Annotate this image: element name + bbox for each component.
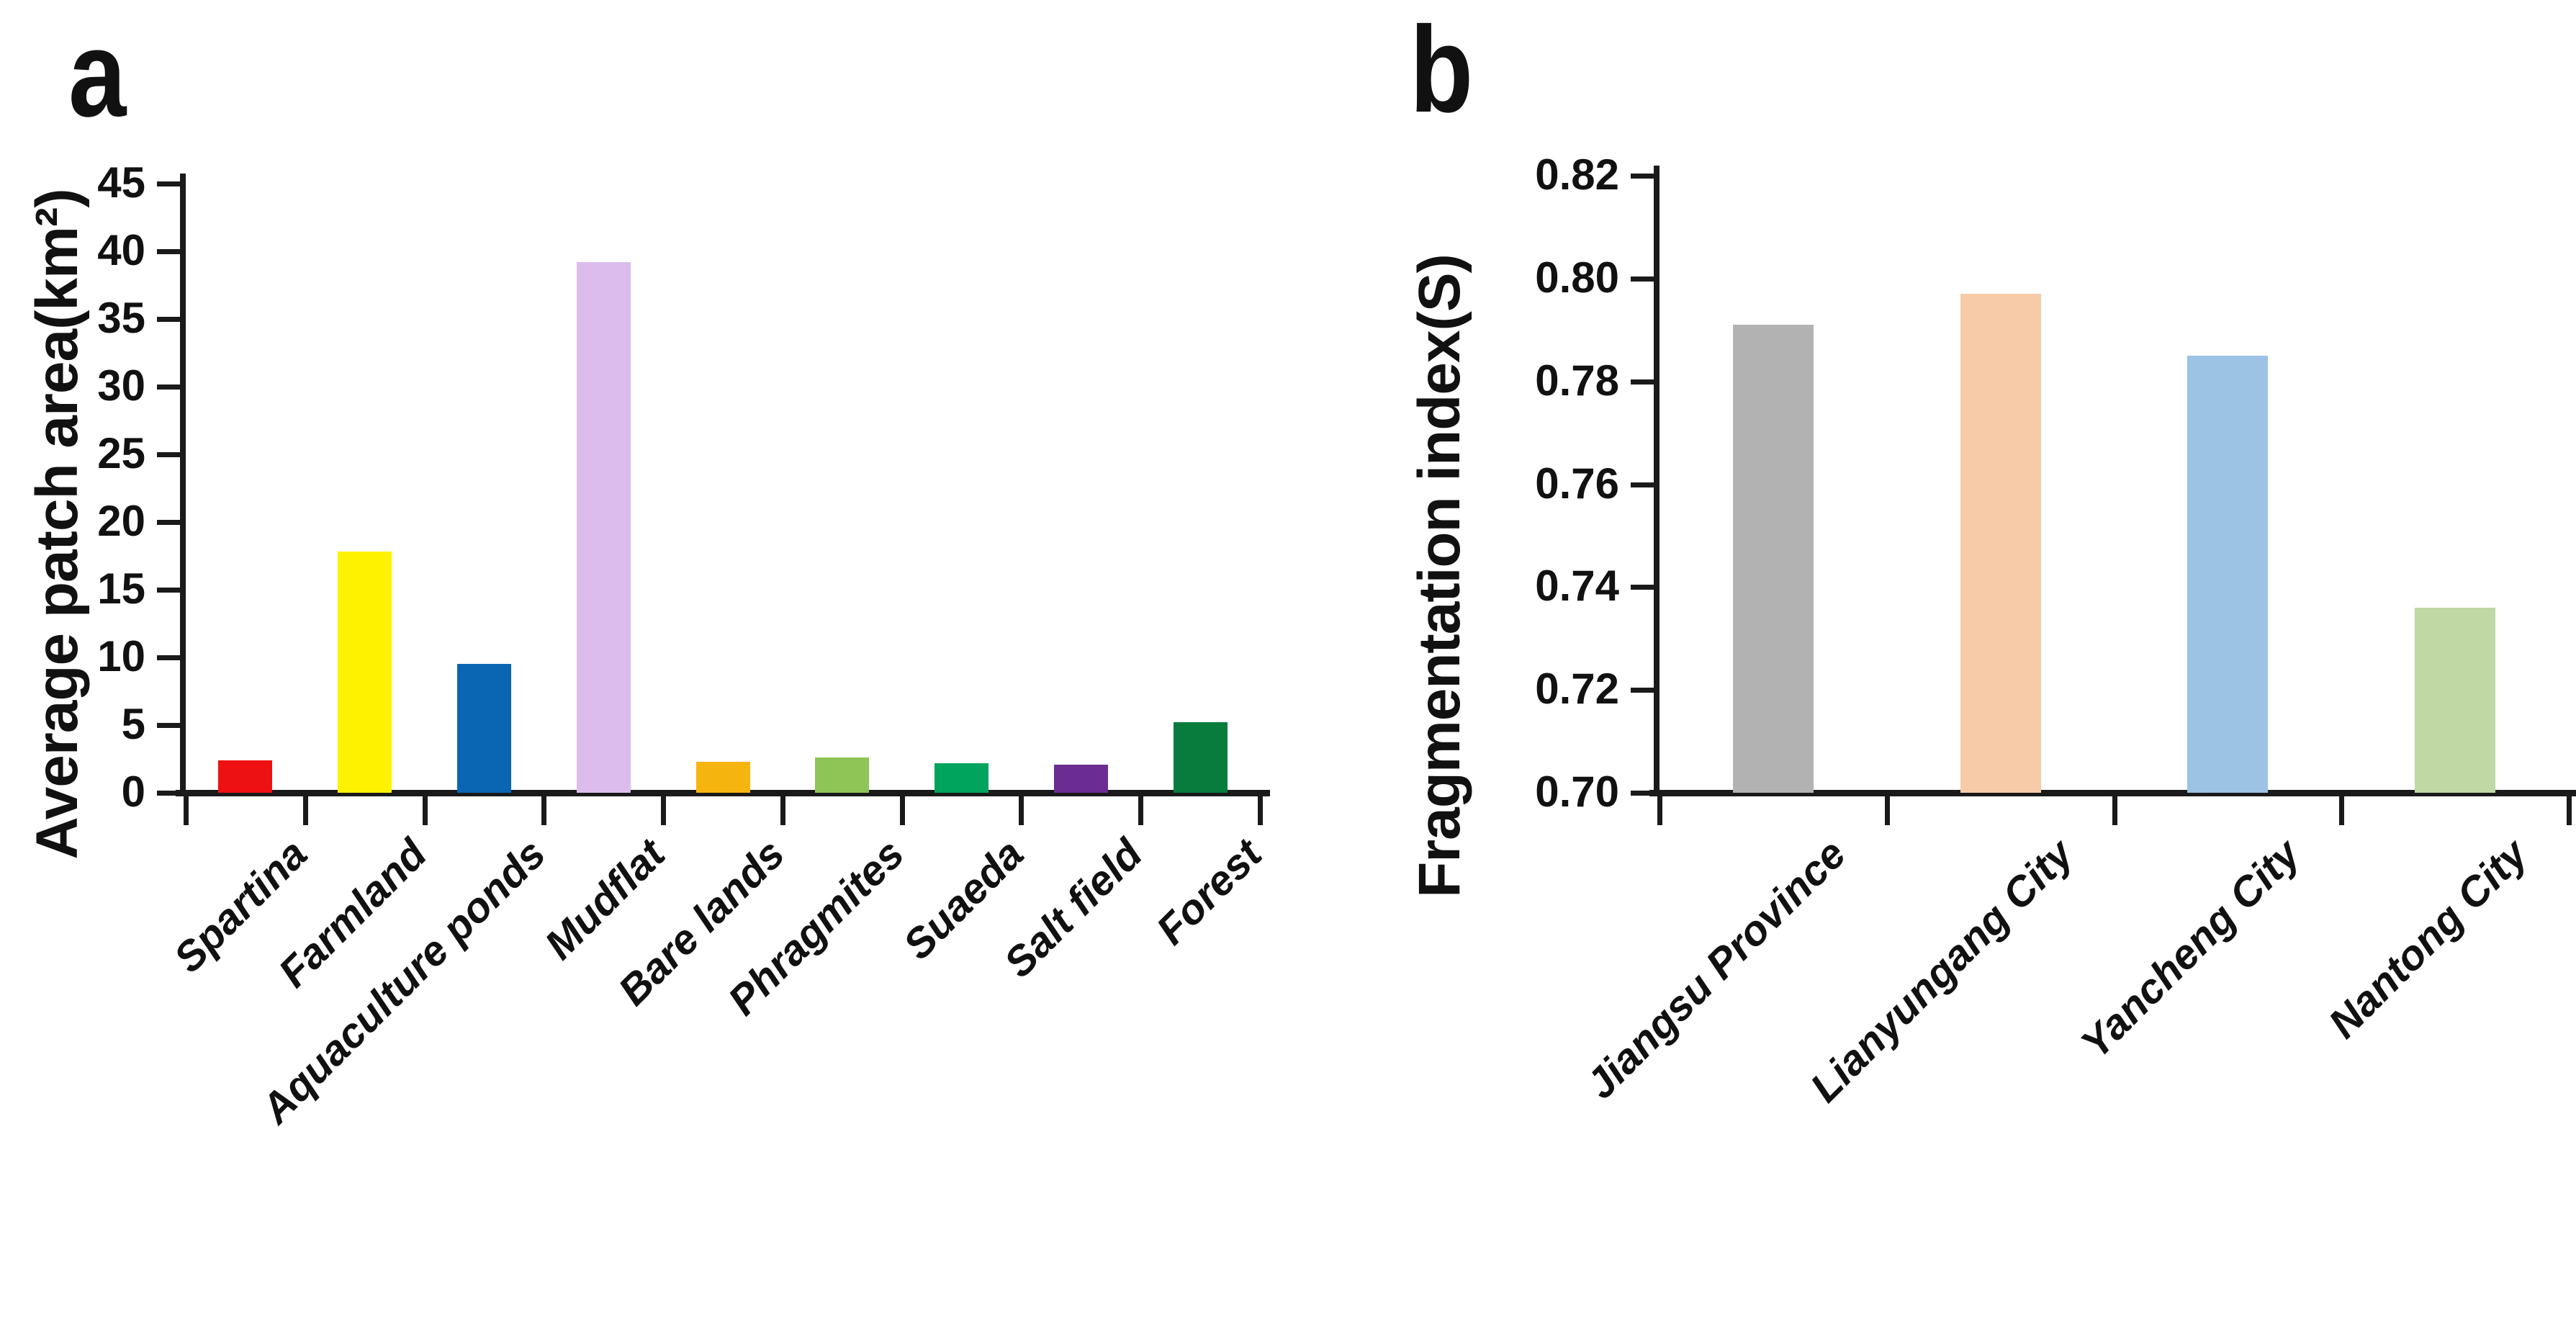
bar-nantong-city (2415, 607, 2496, 793)
bar-aquaculture-ponds (456, 664, 511, 793)
y-tick-label-0: 0 (121, 768, 145, 816)
y-tick-dash (1631, 482, 1654, 487)
y-tick-dash (157, 249, 180, 254)
x-tick-dash (899, 796, 905, 825)
figure-canvas: a Average patch area(km²) 0 5 10 15 20 25 30 35… (24, 1, 2576, 1133)
x-axis-line (1649, 790, 2576, 796)
x-axis-line (176, 790, 1270, 796)
chart-panel-a: a Average patch area(km²) 0 5 10 15 20 25 30 35… (24, 6, 1271, 1133)
y-tick-label-35: 35 (97, 294, 145, 342)
y-tick-label-0.74: 0.74 (1535, 562, 1619, 611)
y-axis-line (180, 174, 186, 796)
x-tick-dash (661, 796, 667, 825)
y-tick-label-0.72: 0.72 (1535, 665, 1619, 714)
y-tick-dash (1631, 791, 1654, 796)
y-tick-dash (157, 317, 180, 322)
y-tick-dash (157, 385, 180, 390)
bar-lianyungang-city (1960, 294, 2041, 793)
bar-bare-lands (695, 761, 750, 793)
y-tick-label-20: 20 (97, 497, 145, 545)
x-tick-dash (1884, 796, 1890, 825)
y-tick-dash (1631, 379, 1654, 385)
y-tick-label-5: 5 (121, 700, 145, 748)
category-label-nantong-city: Nantong City (2320, 830, 2537, 1048)
y-tick-label-0.70: 0.70 (1535, 768, 1619, 816)
chart-panel-b: b Fragmentation index(S) 0.70 0.72 0.74 0.7… (1407, 1, 2576, 1111)
y-tick-dash (1631, 688, 1654, 693)
y-axis-line (1654, 166, 1659, 796)
y-tick-label-10: 10 (97, 632, 145, 680)
y-tick-dash (157, 452, 180, 457)
x-tick-dash (1138, 796, 1144, 825)
bar-suaeda (935, 763, 989, 793)
x-tick-dash (302, 796, 308, 825)
x-tick-dash (2112, 796, 2117, 825)
y-tick-dash (1631, 174, 1654, 179)
y-tick-dash (1631, 585, 1654, 590)
y-tick-label-15: 15 (97, 565, 145, 613)
category-label-jiangsu-province: Jiangsu Province (1577, 830, 1855, 1108)
bar-spartina (218, 760, 273, 793)
y-tick-dash (157, 181, 180, 186)
y-tick-label-30: 30 (97, 361, 145, 410)
bar-yancheng-city (2187, 355, 2269, 793)
x-tick-dash (1657, 796, 1662, 825)
x-tick-dash (780, 796, 785, 825)
y-tick-label-0.76: 0.76 (1535, 459, 1619, 508)
panel-letter-b: b (1410, 1, 1473, 138)
y-tick-label-25: 25 (97, 429, 145, 477)
category-label-lianyungang-city: Lianyungang City (1801, 830, 2082, 1112)
x-tick-dash (184, 796, 189, 825)
y-tick-label-45: 45 (97, 158, 145, 207)
y-tick-label-40: 40 (97, 226, 145, 274)
y-tick-dash (157, 588, 180, 593)
y-tick-label-0.80: 0.80 (1535, 253, 1619, 302)
bar-phragmites (815, 757, 870, 793)
bar-forest (1173, 722, 1228, 793)
x-tick-dash (422, 796, 428, 825)
y-tick-dash (157, 520, 180, 525)
bar-salt-field (1053, 764, 1108, 793)
y-tick-dash (1631, 276, 1654, 282)
y-tick-dash (157, 655, 180, 660)
y-tick-label-0.78: 0.78 (1535, 356, 1619, 405)
y-tick-label-0.82: 0.82 (1535, 150, 1619, 199)
panel-letter-a: a (68, 6, 126, 143)
bar-mudflat (576, 262, 631, 793)
bar-farmland (338, 552, 392, 793)
x-tick-dash (1019, 796, 1024, 825)
y-tick-dash (157, 723, 180, 728)
x-tick-dash (541, 796, 547, 825)
x-tick-dash (2567, 796, 2572, 825)
y-tick-dash (157, 791, 180, 796)
x-tick-dash (1258, 796, 1263, 825)
category-label-yancheng-city: Yancheng City (2072, 830, 2310, 1068)
bar-jiangsu-province (1732, 325, 1814, 793)
x-tick-dash (2339, 796, 2345, 825)
